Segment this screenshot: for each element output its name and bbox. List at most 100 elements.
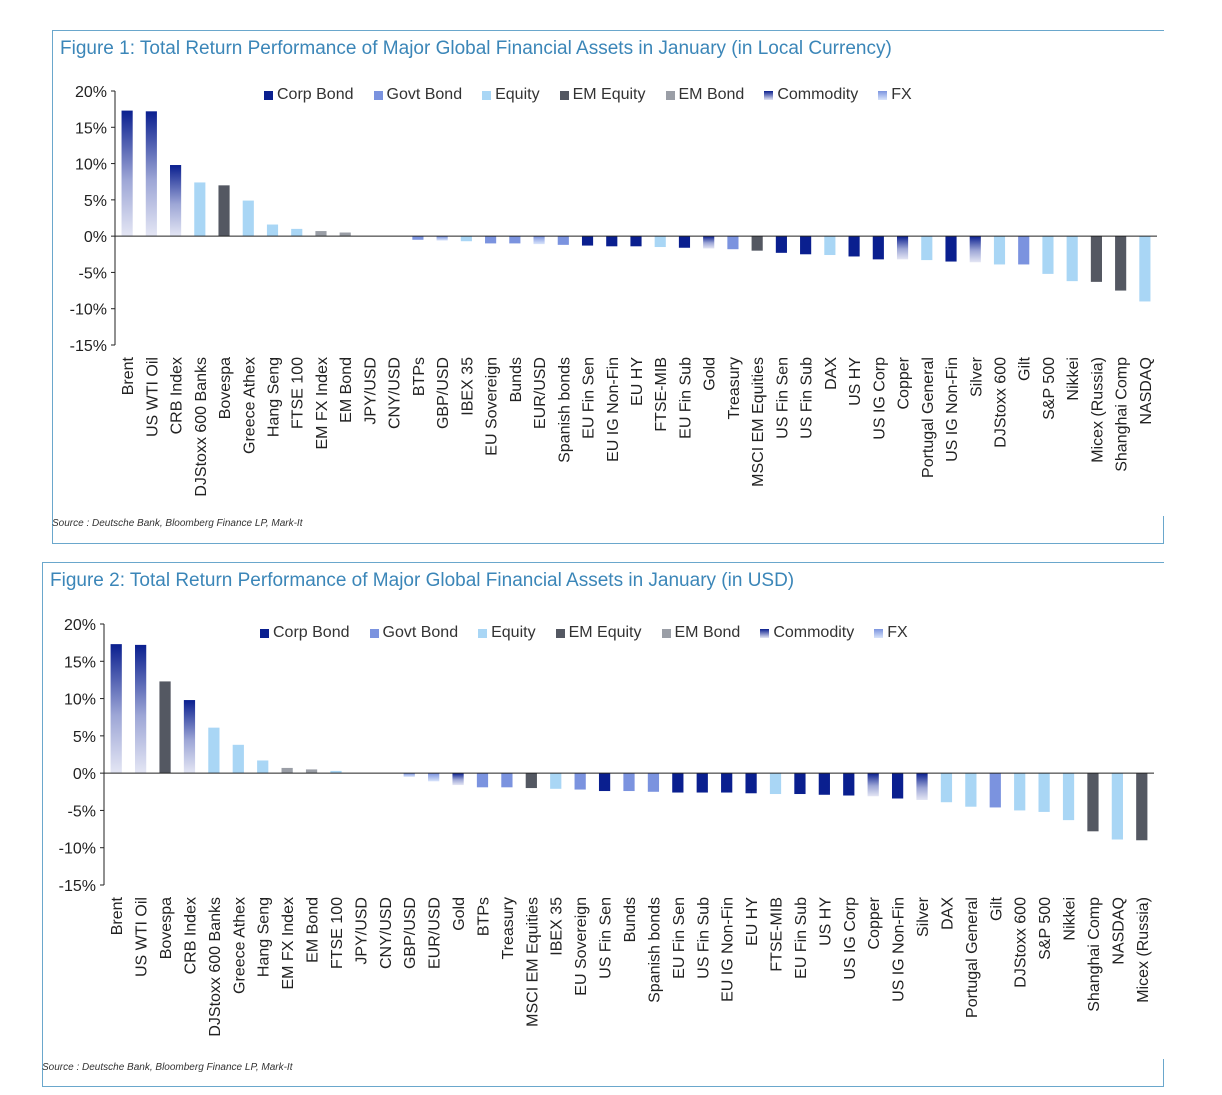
bar-eu-fin-sen [672,773,684,793]
x-tick-label: Shanghai Comp [1114,357,1131,472]
bar-gilt [1018,236,1030,265]
figure-2-panel: Figure 2: Total Return Performance of Ma… [42,562,1164,1087]
x-tick-label: Gold [451,897,468,931]
legend-label: Commodity [773,624,855,641]
x-tick-label: EU Fin Sen [581,357,598,439]
x-tick-label: Micex (Russia) [1135,897,1152,1003]
x-tick-label: FTSE-MIB [769,897,786,972]
legend-label: Corp Bond [277,86,354,103]
y-tick-label: 5% [73,729,96,746]
legend-label: Equity [495,86,540,103]
bar-ibex-35 [550,773,562,789]
legend-item-fx: FX [874,624,908,642]
x-tick-label: CNY/USD [378,897,395,969]
x-tick-label: GBP/USD [435,357,452,429]
legend-swatch [260,628,269,638]
bar-nikkei [1066,236,1078,282]
x-tick-label: DJStoxx 600 Banks [193,357,210,497]
bar-gilt [989,773,1001,808]
x-tick-label: JPY/USD [362,357,379,425]
bar-eu-ig-non-fin [721,773,733,793]
bar-msci-em-equities [525,773,537,789]
x-tick-label: Hang Seng [266,357,283,437]
x-tick-label: US IG Corp [871,357,888,440]
bar-msci-em-equities [751,236,763,251]
x-tick-label: Gilt [988,896,1005,921]
bar-djstoxx-600 [993,236,1006,265]
bar-spanish-bonds [557,236,569,245]
bar-us-wti-oil [145,111,157,237]
bar-em-bond [339,232,351,237]
x-tick-label: EU Fin Sub [793,897,810,979]
y-tick-label: 5% [84,193,107,210]
bar-s-p-500 [1042,236,1054,274]
x-tick-label: Bunds [622,897,639,942]
y-tick-label: 20% [75,84,107,101]
x-tick-label: FTSE 100 [290,357,307,429]
legend-swatch [482,90,492,100]
bar-spanish-bonds [647,773,660,792]
legend-swatch [559,90,569,100]
x-tick-label: Silver [915,896,932,937]
x-tick-label: US IG Non-Fin [891,897,908,1002]
legend-item-em-equity: EM Equity [559,86,646,104]
x-tick-label: BTPs [475,897,492,936]
bar-ftse-100 [291,228,303,237]
x-tick-label: US HY [847,357,864,406]
legend-label: EM Bond [674,624,741,641]
y-tick-label: -15% [70,338,107,355]
bar-em-fx-index [315,231,327,237]
x-tick-label: EU IG Non-Fin [605,357,622,462]
bar-ftse-mib [654,236,666,248]
x-tick-label: EU HY [629,357,646,406]
bar-shanghai-comp [1087,773,1099,832]
legend-item-fx: FX [878,86,912,104]
bar-shanghai-comp [1115,236,1127,291]
x-tick-label: EM Bond [305,897,322,963]
legend-swatch [665,90,675,100]
bar-bovespa [159,681,171,774]
legend-swatch [478,628,488,638]
x-tick-label: Treasury [500,897,517,960]
x-tick-label: EU Sovereign [573,897,590,996]
bar-eu-sovereign [485,236,497,244]
legend-swatch [760,628,770,638]
x-tick-label: FTSE-MIB [653,357,670,432]
x-tick-label: Brent [109,896,126,935]
bar-gbp-usd [436,236,448,241]
legend-label: FX [887,624,908,641]
figure-2-chart: 20% 15% 10% 5% 0% -5% -10% -15% Brent US WTI Oil B… [59,617,1154,1037]
x-tick-label: Micex (Russia) [1089,357,1106,463]
panel-frame-edge [52,543,1164,544]
bar-eu-hy [745,773,757,794]
figure-1-panel: Figure 1: Total Return Performance of Ma… [52,30,1164,544]
x-tick-label: EU Sovereign [484,357,501,456]
legend-item-corp-bond: Corp Bond [264,86,354,104]
x-tick-label: EM FX Index [280,897,297,989]
y-tick-label: -5% [79,265,107,282]
x-tick-label: EU Fin Sub [677,357,694,439]
legend-swatch [764,90,774,100]
legend-label: EM Equity [568,624,642,641]
x-tick-label: EM FX Index [314,357,331,449]
x-tick-label: Bovespa [217,357,234,419]
legend-item-equity: Equity [482,86,540,104]
x-tick-label: Greece Athex [231,897,248,994]
legend-swatch [878,90,888,100]
x-tick-label: US HY [817,897,834,946]
x-tick-label: Brent [120,356,137,395]
legend-label: Corp Bond [273,624,350,641]
bar-eu-fin-sub [794,773,806,795]
x-tick-label: GBP/USD [402,897,419,969]
panel-frame-edge [1163,1059,1164,1087]
x-tick-label: S&P 500 [1041,357,1058,420]
y-tick-label: 10% [75,157,107,174]
bar-eur-usd [428,773,440,782]
bar-bovespa [218,185,230,237]
legend-item-corp-bond: Corp Bond [260,624,350,642]
x-tick-label: CNY/USD [387,357,404,429]
bar-us-wti-oil [135,644,147,774]
x-tick-label: IBEX 35 [549,897,566,956]
y-tick-label: 0% [73,766,96,783]
bar-copper [867,773,879,797]
